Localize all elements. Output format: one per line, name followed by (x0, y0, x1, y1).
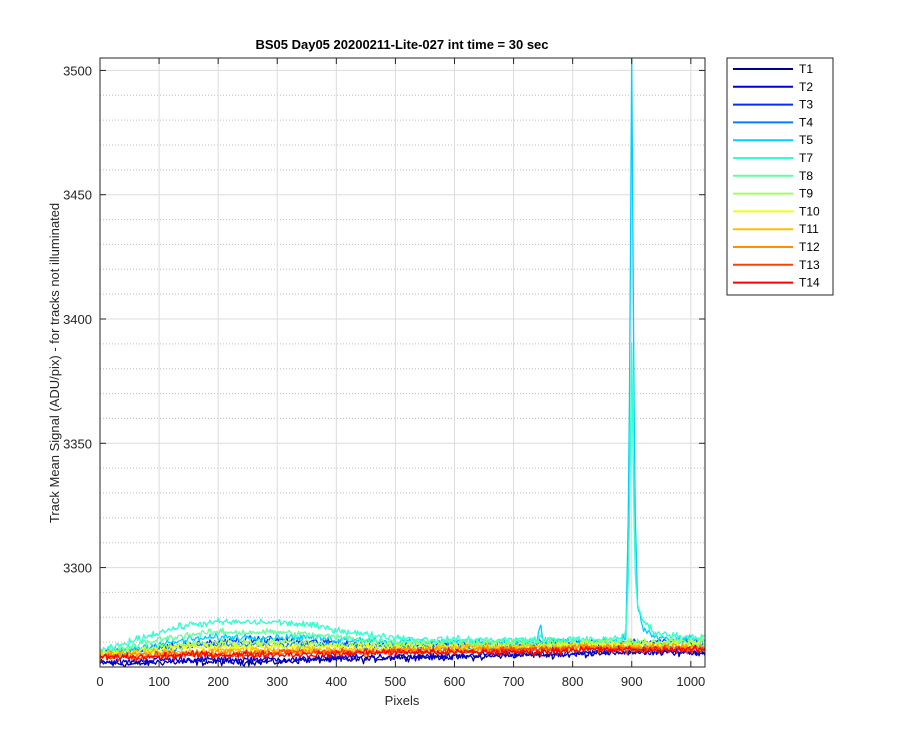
x-tick-label: 400 (325, 674, 347, 689)
legend-label-t11: T11 (799, 222, 819, 236)
series-layer (100, 58, 705, 667)
legend-label-t4: T4 (799, 115, 813, 129)
y-tick-label: 3450 (63, 188, 92, 203)
legend: T1 T2 T3 T4 T5 T7 T8 T9 T10 T11 T12 T13 T14 (726, 57, 834, 296)
grid-lines (99, 58, 705, 668)
legend-label-t1: T1 (799, 62, 813, 76)
series-line-t1 (100, 647, 705, 667)
legend-label-t5: T5 (799, 133, 813, 147)
x-tick-label: 500 (385, 674, 407, 689)
legend-label-t9: T9 (799, 187, 813, 201)
series-line-t9 (100, 636, 705, 659)
x-tick-label: 100 (148, 674, 170, 689)
series-line-t10 (100, 640, 705, 659)
series-line-t7 (100, 342, 705, 654)
x-tick-label: 600 (444, 674, 466, 689)
legend-label-t14: T14 (799, 276, 820, 290)
y-tick-labels: 3300 3350 3400 3450 3500 (63, 63, 92, 575)
x-tick-label: 0 (96, 674, 103, 689)
chart-title: BS05 Day05 20200211-Lite-027 int time = … (255, 37, 548, 52)
axis-ticks (99, 58, 705, 667)
plot-area (100, 58, 705, 667)
y-tick-label: 3400 (63, 312, 92, 327)
legend-label-t7: T7 (799, 151, 813, 165)
series-line-t14 (100, 644, 705, 661)
x-tick-label: 700 (503, 674, 525, 689)
x-tick-labels: 0 100 200 300 400 500 600 700 800 900 1000 (96, 674, 705, 689)
legend-label-t3: T3 (799, 98, 813, 112)
legend-label-t12: T12 (799, 240, 820, 254)
x-tick-label: 200 (207, 674, 229, 689)
x-tick-label: 300 (266, 674, 288, 689)
y-axis-label: Track Mean Signal (ADU/pix) - for tracks… (47, 203, 62, 523)
legend-label-t10: T10 (799, 204, 820, 218)
y-tick-label: 3500 (63, 63, 92, 78)
legend-label-t2: T2 (799, 80, 813, 94)
x-axis-label: Pixels (385, 693, 420, 708)
x-tick-label: 900 (621, 674, 643, 689)
plot-frame (99, 57, 706, 668)
x-tick-label: 800 (562, 674, 584, 689)
legend-label-t13: T13 (799, 258, 820, 272)
legend-label-t8: T8 (799, 169, 813, 183)
y-tick-label: 3350 (63, 436, 92, 451)
y-tick-label: 3300 (63, 561, 92, 576)
x-tick-label: 1000 (676, 674, 705, 689)
